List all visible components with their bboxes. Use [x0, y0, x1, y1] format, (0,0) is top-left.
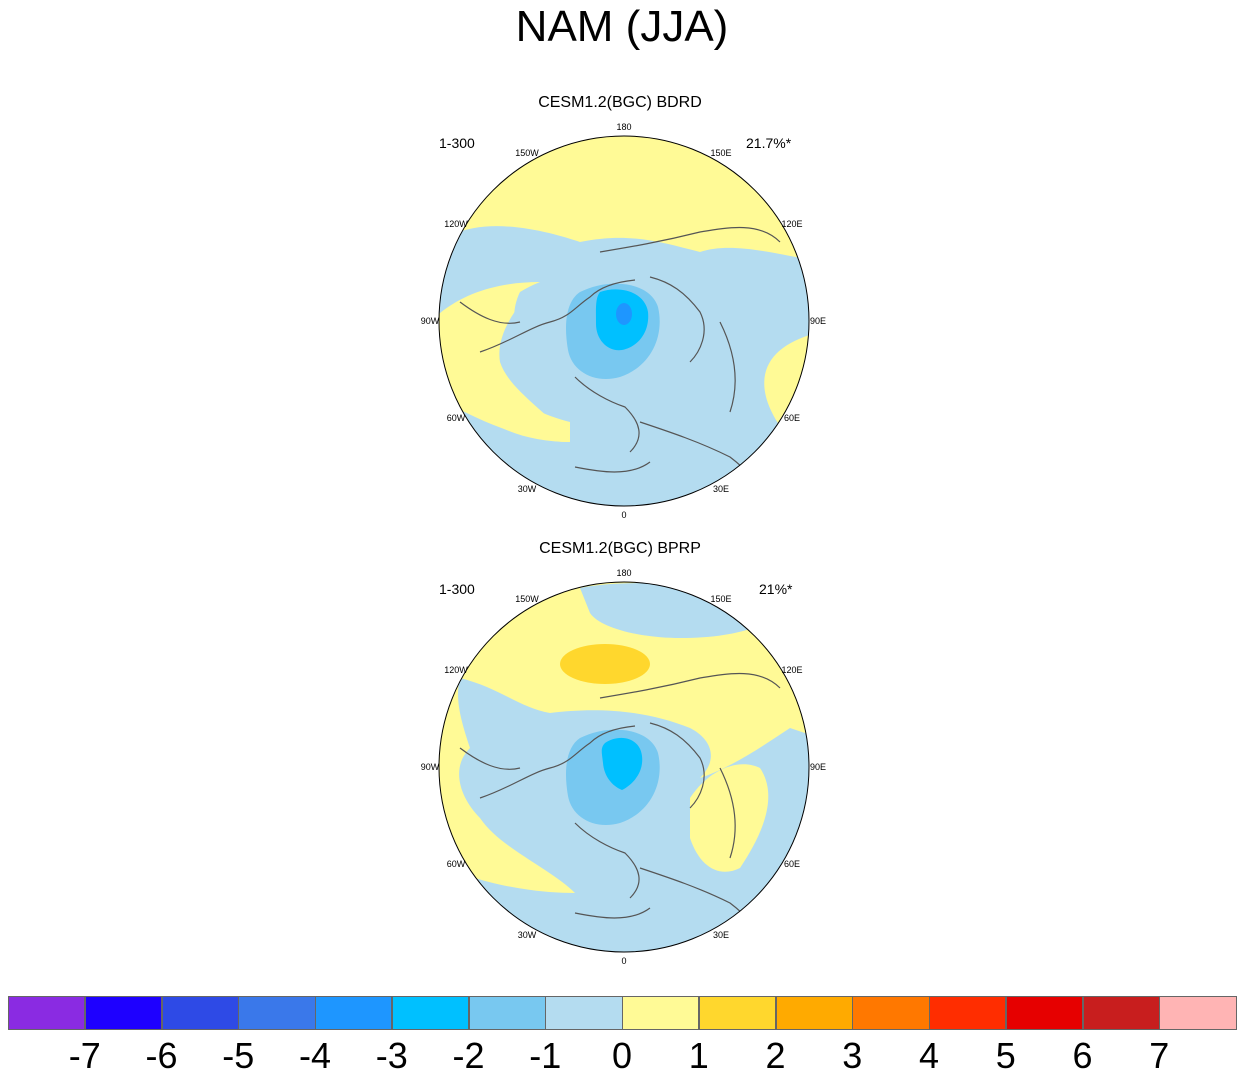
panel-right-label: 21.7%*: [746, 135, 792, 151]
longitude-label: 30W: [517, 484, 537, 494]
colorbar-box: [545, 996, 623, 1030]
colorbar-box: [161, 996, 239, 1030]
longitude-label: 0: [621, 510, 627, 520]
longitude-label: 150W: [515, 593, 539, 604]
figure-title: NAM (JJA): [515, 2, 729, 51]
colorbar-box: [8, 996, 86, 1030]
longitude-label: 30E: [712, 484, 730, 494]
colorbar-label: 1: [688, 1035, 709, 1076]
longitude-label: 90W: [420, 316, 440, 326]
colorbar-label: -6: [145, 1035, 178, 1076]
colorbar-label: -5: [222, 1035, 255, 1076]
colorbar-label: 0: [611, 1035, 633, 1076]
longitude-label: 180: [616, 568, 632, 578]
longitude-label: 180: [616, 122, 632, 132]
polar-stereographic-map: [438, 581, 810, 953]
longitude-label: 90E: [809, 316, 827, 326]
colorbar-label: 6: [1072, 1035, 1093, 1076]
longitude-label: 120E: [781, 219, 803, 229]
longitude-label: 60E: [783, 859, 801, 869]
longitude-label: 60W: [446, 859, 466, 869]
colorbar-box: [852, 996, 930, 1030]
map-panel-bprp: CESM1.2(BGC) BPRP 1-300 21%*: [400, 538, 840, 966]
longitude-label: 90W: [420, 762, 440, 772]
panel-left-label: 1-300: [439, 135, 475, 151]
colorbar-box: [622, 996, 700, 1030]
longitude-label: 120E: [781, 665, 803, 675]
longitude-label: 30W: [517, 930, 537, 940]
longitude-label: 0: [621, 956, 627, 966]
longitude-label: 150E: [710, 593, 732, 604]
colorbar-box: [775, 996, 853, 1030]
colorbar-label: -3: [375, 1035, 408, 1076]
colorbar-label: 4: [918, 1035, 940, 1076]
longitude-label: 120W: [444, 219, 468, 229]
longitude-label: 150E: [710, 147, 732, 158]
colorbar-label: -1: [529, 1035, 562, 1076]
colorbar-label: 2: [765, 1035, 786, 1076]
longitude-label: 30E: [712, 930, 730, 940]
longitude-label: 90E: [809, 762, 827, 772]
colorbar-label: 7: [1149, 1035, 1170, 1076]
colorbar-box: [1159, 996, 1237, 1030]
colorbar-label: 5: [995, 1035, 1016, 1076]
colorbar-label: -7: [68, 1035, 101, 1076]
colorbar-box: [84, 996, 162, 1030]
colorbar-label: -4: [298, 1035, 332, 1076]
map-panel-bdrd: CESM1.2(BGC) BDRD 1-300 21.7%*: [400, 92, 840, 520]
colorbar-box: [468, 996, 546, 1030]
colorbar-box: [391, 996, 469, 1030]
longitude-label: 150W: [515, 147, 539, 158]
longitude-label: 60W: [446, 413, 466, 423]
colorbar-box: [1005, 996, 1083, 1030]
colorbar-label: 3: [842, 1035, 863, 1076]
panel-left-label: 1-300: [439, 581, 475, 597]
panel-title: CESM1.2(BGC) BPRP: [539, 540, 701, 557]
longitude-label: 60E: [783, 413, 801, 423]
panel-title: CESM1.2(BGC) BDRD: [538, 94, 702, 111]
colorbar-label: -2: [452, 1035, 485, 1076]
colorbar-box: [238, 996, 316, 1030]
colorbar-box: [1082, 996, 1160, 1030]
colorbar-box: [929, 996, 1007, 1030]
colorbar-box: [315, 996, 393, 1030]
colorbar-box: [698, 996, 776, 1030]
polar-stereographic-map: [438, 135, 810, 507]
panel-right-label: 21%*: [759, 581, 793, 597]
longitude-label: 120W: [444, 665, 468, 675]
